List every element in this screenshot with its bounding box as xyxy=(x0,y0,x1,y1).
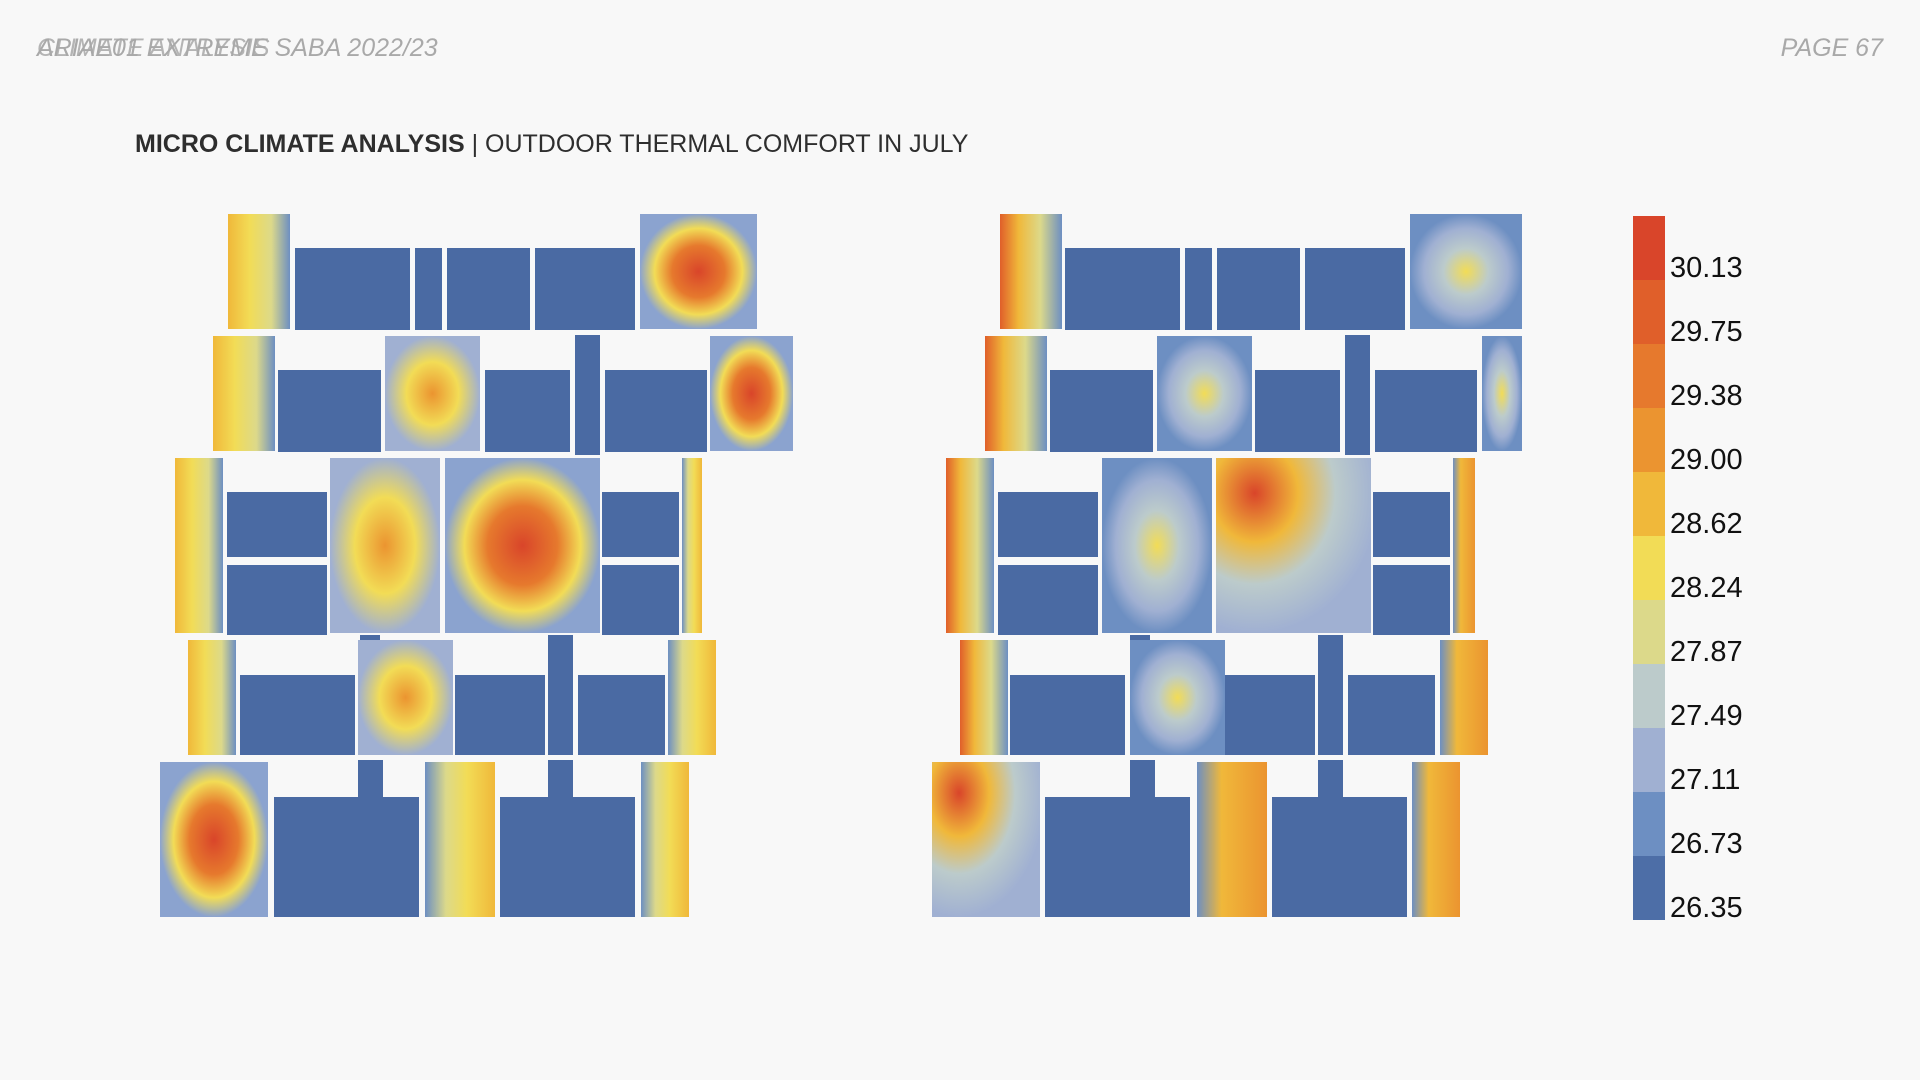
legend-value: 27.49 xyxy=(1670,700,1743,732)
project-label: ARIAE01 EXTREME SABA 2022/23 xyxy=(37,34,438,62)
legend-value: 29.00 xyxy=(1670,444,1743,476)
section-label: CLIMATE ANALYSIS xyxy=(37,34,270,62)
heat-cells-left xyxy=(160,214,793,917)
legend-swatch xyxy=(1633,472,1665,536)
page-title: MICRO CLIMATE ANALYSIS | OUTDOOR THERMAL… xyxy=(135,130,968,159)
legend-value: 28.62 xyxy=(1670,508,1743,540)
buildings-left xyxy=(227,248,707,917)
buildings-right xyxy=(998,248,1477,917)
title-bold: MICRO CLIMATE ANALYSIS xyxy=(135,130,465,158)
thermal-map-left xyxy=(160,214,793,917)
legend-swatch xyxy=(1633,856,1665,920)
color-scale-bar xyxy=(1633,216,1665,920)
legend-swatch xyxy=(1633,280,1665,344)
legend-value: 26.73 xyxy=(1670,828,1743,860)
legend-value: 29.75 xyxy=(1670,316,1743,348)
page-number: PAGE 67 xyxy=(1780,34,1883,62)
legend-swatch xyxy=(1633,728,1665,792)
legend-swatch xyxy=(1633,408,1665,472)
legend-value: 27.87 xyxy=(1670,636,1743,668)
legend-value: 28.24 xyxy=(1670,572,1743,604)
title-regular: OUTDOOR THERMAL COMFORT IN JULY xyxy=(485,130,969,158)
legend-swatch xyxy=(1633,792,1665,856)
legend-swatch xyxy=(1633,600,1665,664)
legend-value: 26.35 xyxy=(1670,892,1743,924)
legend-value: 30.13 xyxy=(1670,252,1743,284)
legend-swatch xyxy=(1633,216,1665,280)
legend-swatch xyxy=(1633,664,1665,728)
legend-swatch xyxy=(1633,536,1665,600)
title-separator: | xyxy=(464,130,486,158)
legend-value: 29.38 xyxy=(1670,380,1743,412)
heat-cells-right xyxy=(932,214,1522,917)
legend-value: 27.11 xyxy=(1670,764,1741,796)
legend-swatch xyxy=(1633,344,1665,408)
thermal-map-right xyxy=(932,214,1522,917)
